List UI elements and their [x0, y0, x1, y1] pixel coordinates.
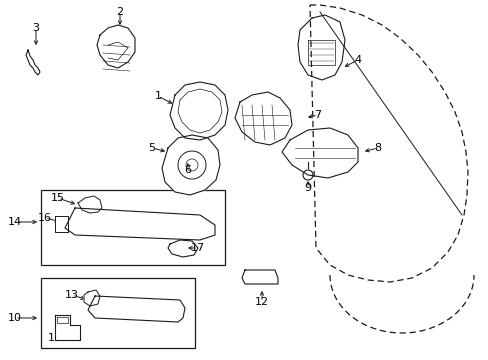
Polygon shape [65, 208, 215, 240]
Polygon shape [282, 128, 357, 178]
Polygon shape [55, 216, 68, 232]
Text: 6: 6 [184, 165, 191, 175]
Text: 2: 2 [116, 7, 123, 17]
Text: 13: 13 [65, 290, 79, 300]
Text: 16: 16 [38, 213, 52, 223]
Text: 14: 14 [8, 217, 22, 227]
Text: 8: 8 [374, 143, 381, 153]
Polygon shape [242, 270, 278, 284]
Polygon shape [55, 315, 80, 340]
Text: 12: 12 [254, 297, 268, 307]
Text: 10: 10 [8, 313, 22, 323]
Polygon shape [162, 135, 220, 195]
Polygon shape [170, 82, 227, 140]
Polygon shape [78, 196, 102, 213]
Polygon shape [97, 25, 135, 68]
Text: 11: 11 [48, 333, 62, 343]
Text: 15: 15 [51, 193, 65, 203]
Polygon shape [84, 290, 100, 306]
Text: 17: 17 [190, 243, 204, 253]
Polygon shape [88, 296, 184, 322]
Text: 1: 1 [154, 91, 161, 101]
Text: 3: 3 [32, 23, 40, 33]
Text: 5: 5 [148, 143, 155, 153]
Bar [41, 190, 224, 265]
Polygon shape [168, 240, 198, 257]
Bar [41, 278, 195, 348]
Polygon shape [235, 92, 291, 145]
Polygon shape [297, 15, 345, 80]
Text: 4: 4 [354, 55, 361, 65]
Text: 9: 9 [304, 183, 311, 193]
Text: 7: 7 [314, 110, 321, 120]
